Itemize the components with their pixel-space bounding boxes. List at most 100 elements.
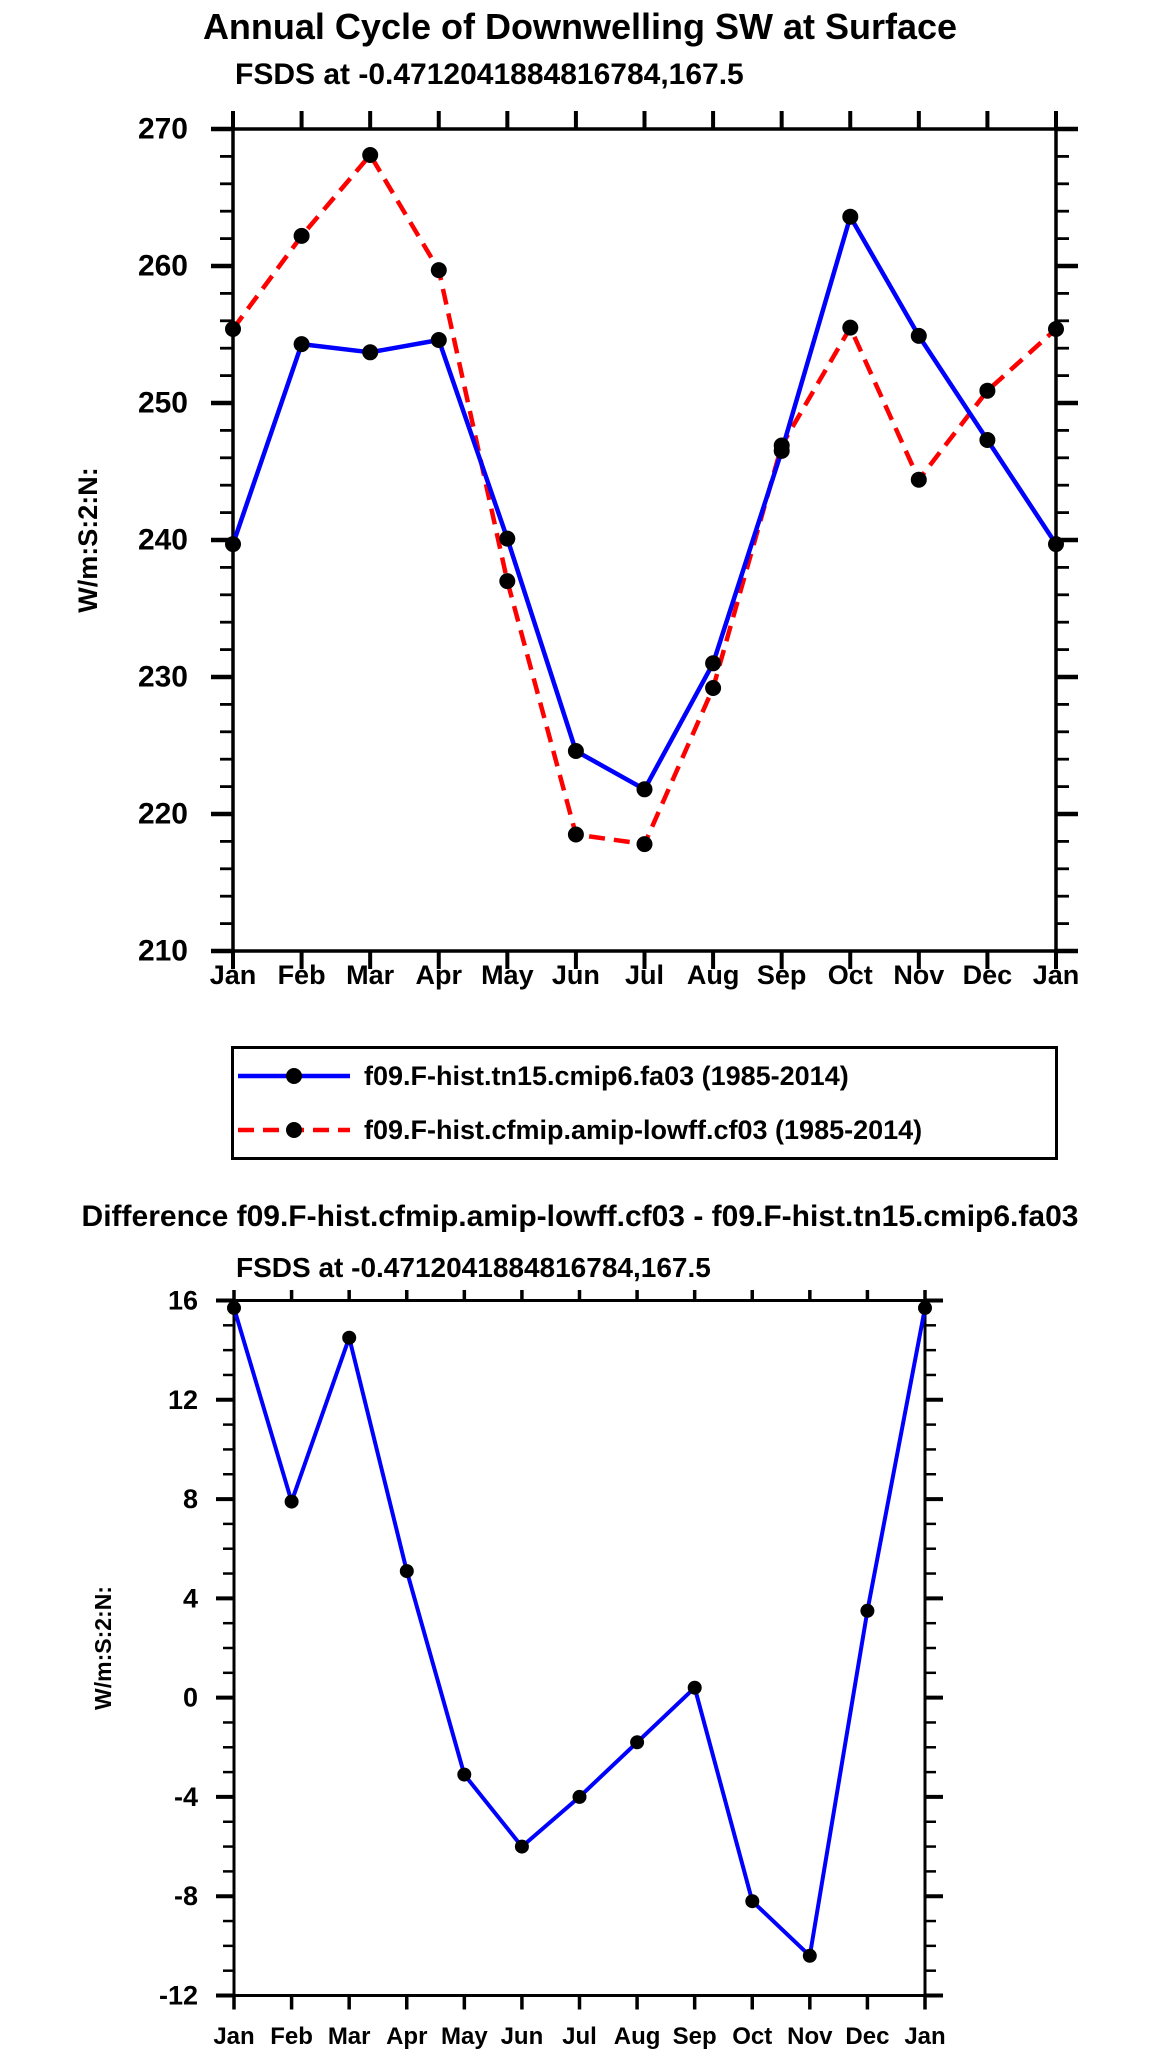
y-axis-title: W/m:S:2:N: (73, 467, 103, 612)
legend-sample-dashed (238, 1122, 350, 1138)
data-point-marker (705, 655, 722, 672)
series-line (231, 152, 1058, 847)
x-tick-label: Jan (904, 2023, 945, 2050)
y-tick-label: 220 (138, 798, 188, 831)
x-tick-label: Jan (213, 2023, 254, 2050)
top-chart-subtitle: FSDS at -0.4712041884816784,167.5 (235, 58, 744, 91)
data-point-marker (910, 327, 927, 344)
data-point-marker (567, 826, 584, 843)
x-tick-label: Oct (732, 2023, 772, 2050)
x-tick-label: Feb (278, 960, 326, 990)
difference-title: Difference f09.F-hist.cfmip.amip-lowff.c… (81, 1200, 1079, 1233)
data-point-marker (1048, 536, 1064, 553)
data-point-marker (567, 743, 584, 759)
difference-subtitle: FSDS at -0.4712041884816784,167.5 (236, 1252, 711, 1283)
legend-item-cf03: f09.F-hist.cfmip.amip-lowff.cf03 (1985-2… (234, 1105, 1055, 1155)
data-point-marker (572, 1789, 587, 1804)
x-tick-label: Jan (210, 960, 257, 990)
y-tick-label: 0 (183, 1683, 198, 1713)
data-point-marker (284, 1494, 299, 1509)
data-point-marker (1048, 321, 1064, 337)
y-axis-title: W/m:S:2:N: (90, 1586, 116, 1710)
data-point-marker (630, 1735, 645, 1750)
legend: f09.F-hist.tn15.cmip6.fa03 (1985-2014) f… (231, 1046, 1058, 1160)
legend-sample-solid (238, 1068, 350, 1084)
data-point-marker (227, 1300, 241, 1315)
series-line (230, 214, 1058, 792)
data-point-marker (842, 319, 859, 336)
legend-label-cf03: f09.F-hist.cfmip.amip-lowff.cf03 (1985-2… (364, 1114, 923, 1145)
x-tick-label: Feb (270, 2023, 313, 2050)
x-tick-label: Jun (552, 960, 600, 990)
y-tick-label: -12 (159, 1981, 198, 2011)
y-tick-label: -8 (174, 1881, 198, 1911)
data-point-marker (842, 208, 859, 225)
legend-marker-dot (286, 1068, 302, 1084)
x-tick-label: Sep (757, 960, 807, 990)
x-tick-label: Apr (416, 960, 463, 990)
y-tick-label: 12 (168, 1385, 198, 1415)
data-point-marker (918, 1300, 932, 1315)
x-tick-label: Nov (893, 960, 944, 990)
y-tick-label: 8 (183, 1484, 198, 1514)
main-title: Annual Cycle of Downwelling SW at Surfac… (202, 6, 958, 47)
data-point-marker (773, 437, 790, 454)
x-tick-label: Jun (501, 2023, 544, 2050)
data-point-marker (979, 382, 996, 399)
y-tick-label: 250 (138, 387, 188, 420)
y-tick-label: -4 (174, 1782, 198, 1812)
y-tick-label: 210 (138, 935, 188, 968)
top-chart: 210 220 230 240 250 260 270 Jan Feb Mar Apr May Jun J… (73, 111, 1080, 990)
data-point-marker (705, 680, 722, 696)
x-tick-label: May (441, 2023, 488, 2050)
x-tick-label: Apr (386, 2023, 427, 2050)
y-tick-label: 270 (138, 113, 188, 146)
data-point-marker (430, 332, 447, 348)
x-tick-label: Jan (1033, 960, 1080, 990)
data-point-marker (636, 836, 653, 853)
y-tick-label: 260 (138, 250, 188, 283)
data-point-marker (399, 1564, 414, 1579)
x-tick-label: Oct (828, 960, 873, 990)
y-tick-label: 16 (168, 1290, 198, 1316)
legend-label-fa03: f09.F-hist.tn15.cmip6.fa03 (1985-2014) (364, 1060, 849, 1091)
data-point-marker (342, 1330, 357, 1345)
data-point-marker (860, 1603, 875, 1618)
x-tick-label: Mar (328, 2023, 371, 2050)
data-point-marker (910, 471, 927, 488)
x-tick-label: Dec (845, 2023, 889, 2050)
plot-frame (231, 127, 1058, 953)
x-tick-label: Mar (346, 960, 395, 990)
x-tick-label: Jul (562, 2023, 597, 2050)
data-point-marker (225, 536, 241, 553)
data-point-marker (499, 530, 516, 547)
data-point-marker (499, 573, 516, 590)
x-tick-label: Aug (614, 2023, 661, 2050)
data-point-marker (636, 781, 653, 798)
legend-item-fa03: f09.F-hist.tn15.cmip6.fa03 (1985-2014) (234, 1051, 1055, 1101)
x-tick-label: May (481, 960, 534, 990)
data-point-marker (745, 1894, 760, 1909)
data-point-marker (362, 147, 379, 163)
y-tick-label: 230 (138, 661, 188, 694)
data-point-marker (293, 336, 310, 353)
data-point-marker (687, 1680, 702, 1695)
x-tick-label: Sep (673, 2023, 717, 2050)
data-point-marker (514, 1839, 529, 1854)
y-tick-label: 240 (138, 524, 188, 557)
series-line (232, 1307, 927, 1958)
data-point-marker (430, 262, 447, 279)
data-point-marker (979, 432, 996, 448)
difference-chart: -12 -8 -4 0 4 8 12 16 Jan Feb Mar Apr May Jun Jul Aug Se… (90, 1290, 946, 2050)
y-tick-label: 4 (183, 1583, 198, 1613)
legend-marker-dot (286, 1122, 302, 1138)
data-point-marker (225, 321, 241, 337)
x-tick-label: Aug (687, 960, 739, 990)
data-point-marker (362, 344, 379, 361)
x-tick-label: Jul (625, 960, 664, 990)
data-point-marker (457, 1767, 472, 1782)
data-point-marker (293, 227, 310, 244)
x-tick-label: Nov (787, 2023, 833, 2050)
data-point-marker (802, 1948, 817, 1963)
x-tick-label: Dec (963, 960, 1013, 990)
